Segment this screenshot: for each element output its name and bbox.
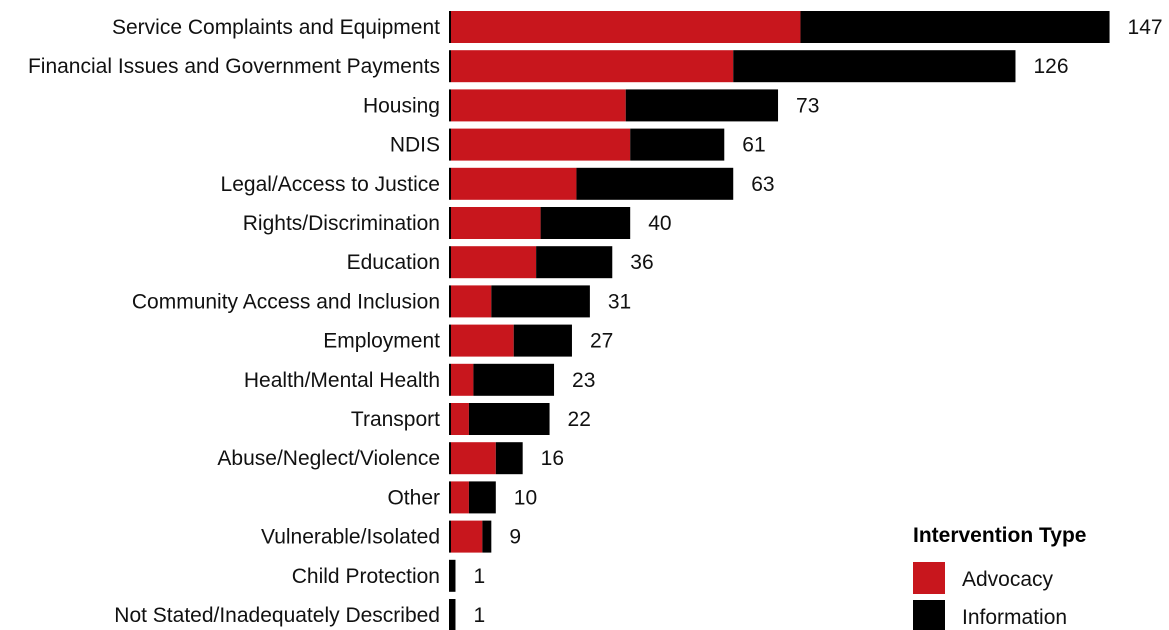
total-label: 40	[648, 212, 671, 235]
category-label: Housing	[363, 94, 440, 117]
bar-segment-information	[800, 11, 1110, 43]
axis-tick	[449, 167, 451, 200]
axis-tick	[449, 89, 451, 122]
bar-segment-information	[473, 363, 555, 396]
axis-tick	[449, 363, 451, 396]
total-label: 31	[608, 290, 631, 313]
bar-segment-advocacy	[451, 11, 801, 43]
bar-segment-information	[536, 246, 613, 279]
total-label: 16	[541, 447, 564, 470]
category-label: Education	[347, 251, 440, 274]
bar-segment-information	[451, 559, 456, 592]
category-label: Financial Issues and Government Payments	[28, 55, 440, 78]
total-label: 1	[473, 565, 485, 588]
bar-segment-information	[625, 89, 779, 122]
axis-tick	[449, 285, 451, 318]
axis-tick	[449, 520, 451, 553]
bar-segment-advocacy	[451, 363, 474, 396]
category-label: Legal/Access to Justice	[221, 173, 440, 196]
total-label: 9	[509, 526, 521, 549]
axis-tick	[449, 599, 451, 630]
axis-tick	[449, 207, 451, 239]
total-label: 63	[751, 173, 774, 196]
bar-segment-advocacy	[451, 207, 541, 239]
category-label: Abuse/Neglect/Violence	[217, 447, 440, 470]
category-label: Transport	[351, 408, 440, 431]
category-label: Employment	[323, 330, 440, 353]
bar-segment-information	[491, 285, 590, 318]
category-label: Service Complaints and Equipment	[112, 16, 440, 39]
total-label: 10	[514, 486, 537, 509]
bar-segment-advocacy	[451, 285, 492, 318]
total-label: 61	[742, 134, 765, 157]
category-labels: Service Complaints and Equipment Financia…	[28, 16, 440, 627]
bar-segment-information	[733, 50, 1016, 83]
bar-segment-information	[576, 167, 734, 200]
axis-tick	[449, 128, 451, 161]
bar-segment-information	[540, 207, 631, 239]
bar-segment-information	[495, 442, 523, 475]
bar-segment-advocacy	[451, 403, 469, 435]
total-label: 27	[590, 330, 613, 353]
bar-segment-information	[468, 403, 550, 435]
legend-swatch-advocacy	[913, 562, 945, 594]
category-label: Child Protection	[292, 565, 440, 588]
bars	[451, 11, 1110, 630]
legend-label-information: Information	[962, 606, 1067, 629]
total-label: 147	[1128, 16, 1163, 39]
category-label: Not Stated/Inadequately Described	[114, 604, 440, 627]
category-label: Health/Mental Health	[244, 369, 440, 392]
bar-segment-advocacy	[451, 89, 626, 122]
legend-label-advocacy: Advocacy	[962, 568, 1054, 591]
total-label: 126	[1033, 55, 1068, 78]
total-label: 22	[568, 408, 591, 431]
bar-segment-information	[630, 128, 725, 161]
bar-segment-advocacy	[451, 324, 514, 357]
axis-tick	[449, 50, 451, 83]
bar-segment-information	[513, 324, 572, 357]
bar-segment-advocacy	[451, 128, 631, 161]
category-axis	[449, 11, 451, 630]
bar-segment-advocacy	[451, 167, 577, 200]
total-label: 23	[572, 369, 595, 392]
bar-segment-advocacy	[451, 520, 483, 553]
total-label: 73	[796, 94, 819, 117]
axis-tick	[449, 246, 451, 279]
axis-tick	[449, 324, 451, 357]
axis-tick	[449, 442, 451, 475]
category-label: Other	[387, 486, 440, 509]
axis-tick	[449, 559, 451, 592]
category-label: NDIS	[390, 134, 440, 157]
total-label: 1	[473, 604, 485, 627]
total-label: 36	[630, 251, 653, 274]
legend: Intervention Type Advocacy Information	[913, 524, 1086, 630]
bar-segment-advocacy	[451, 481, 469, 514]
category-label: Community Access and Inclusion	[132, 290, 440, 313]
category-label: Rights/Discrimination	[243, 212, 440, 235]
axis-tick	[449, 403, 451, 435]
legend-swatch-information	[913, 600, 945, 630]
bar-segment-information	[482, 520, 492, 553]
axis-tick	[449, 481, 451, 514]
bar-segment-information	[451, 599, 456, 630]
axis-tick	[449, 11, 451, 43]
bar-segment-advocacy	[451, 50, 734, 83]
bar-segment-advocacy	[451, 442, 496, 475]
bar-segment-information	[468, 481, 496, 514]
legend-title: Intervention Type	[913, 524, 1086, 547]
bar-segment-advocacy	[451, 246, 537, 279]
category-label: Vulnerable/Isolated	[261, 526, 440, 549]
